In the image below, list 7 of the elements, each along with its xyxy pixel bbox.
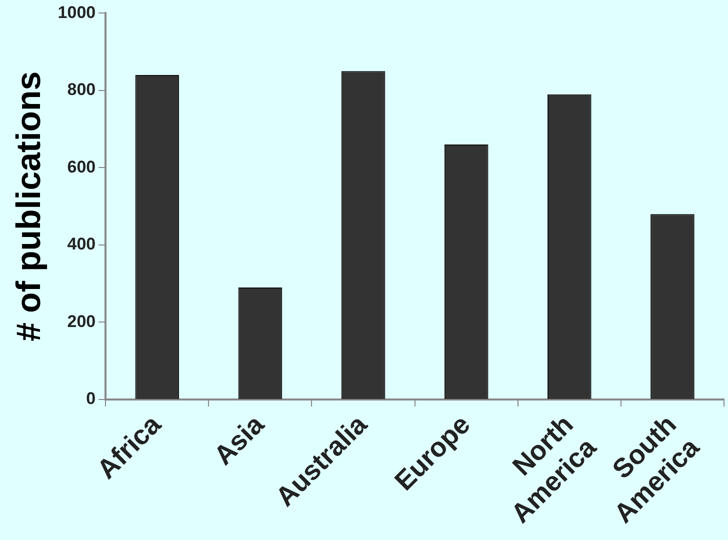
y-tick-label: 600	[67, 157, 96, 176]
y-tick-label: 200	[67, 312, 96, 331]
y-tick-label: 800	[67, 80, 96, 100]
y-tick-label: 1000	[58, 2, 96, 22]
y-tick-label: 400	[67, 234, 96, 254]
y-axis-title: # of publications	[10, 71, 48, 342]
y-tick-label: 0	[86, 389, 96, 408]
